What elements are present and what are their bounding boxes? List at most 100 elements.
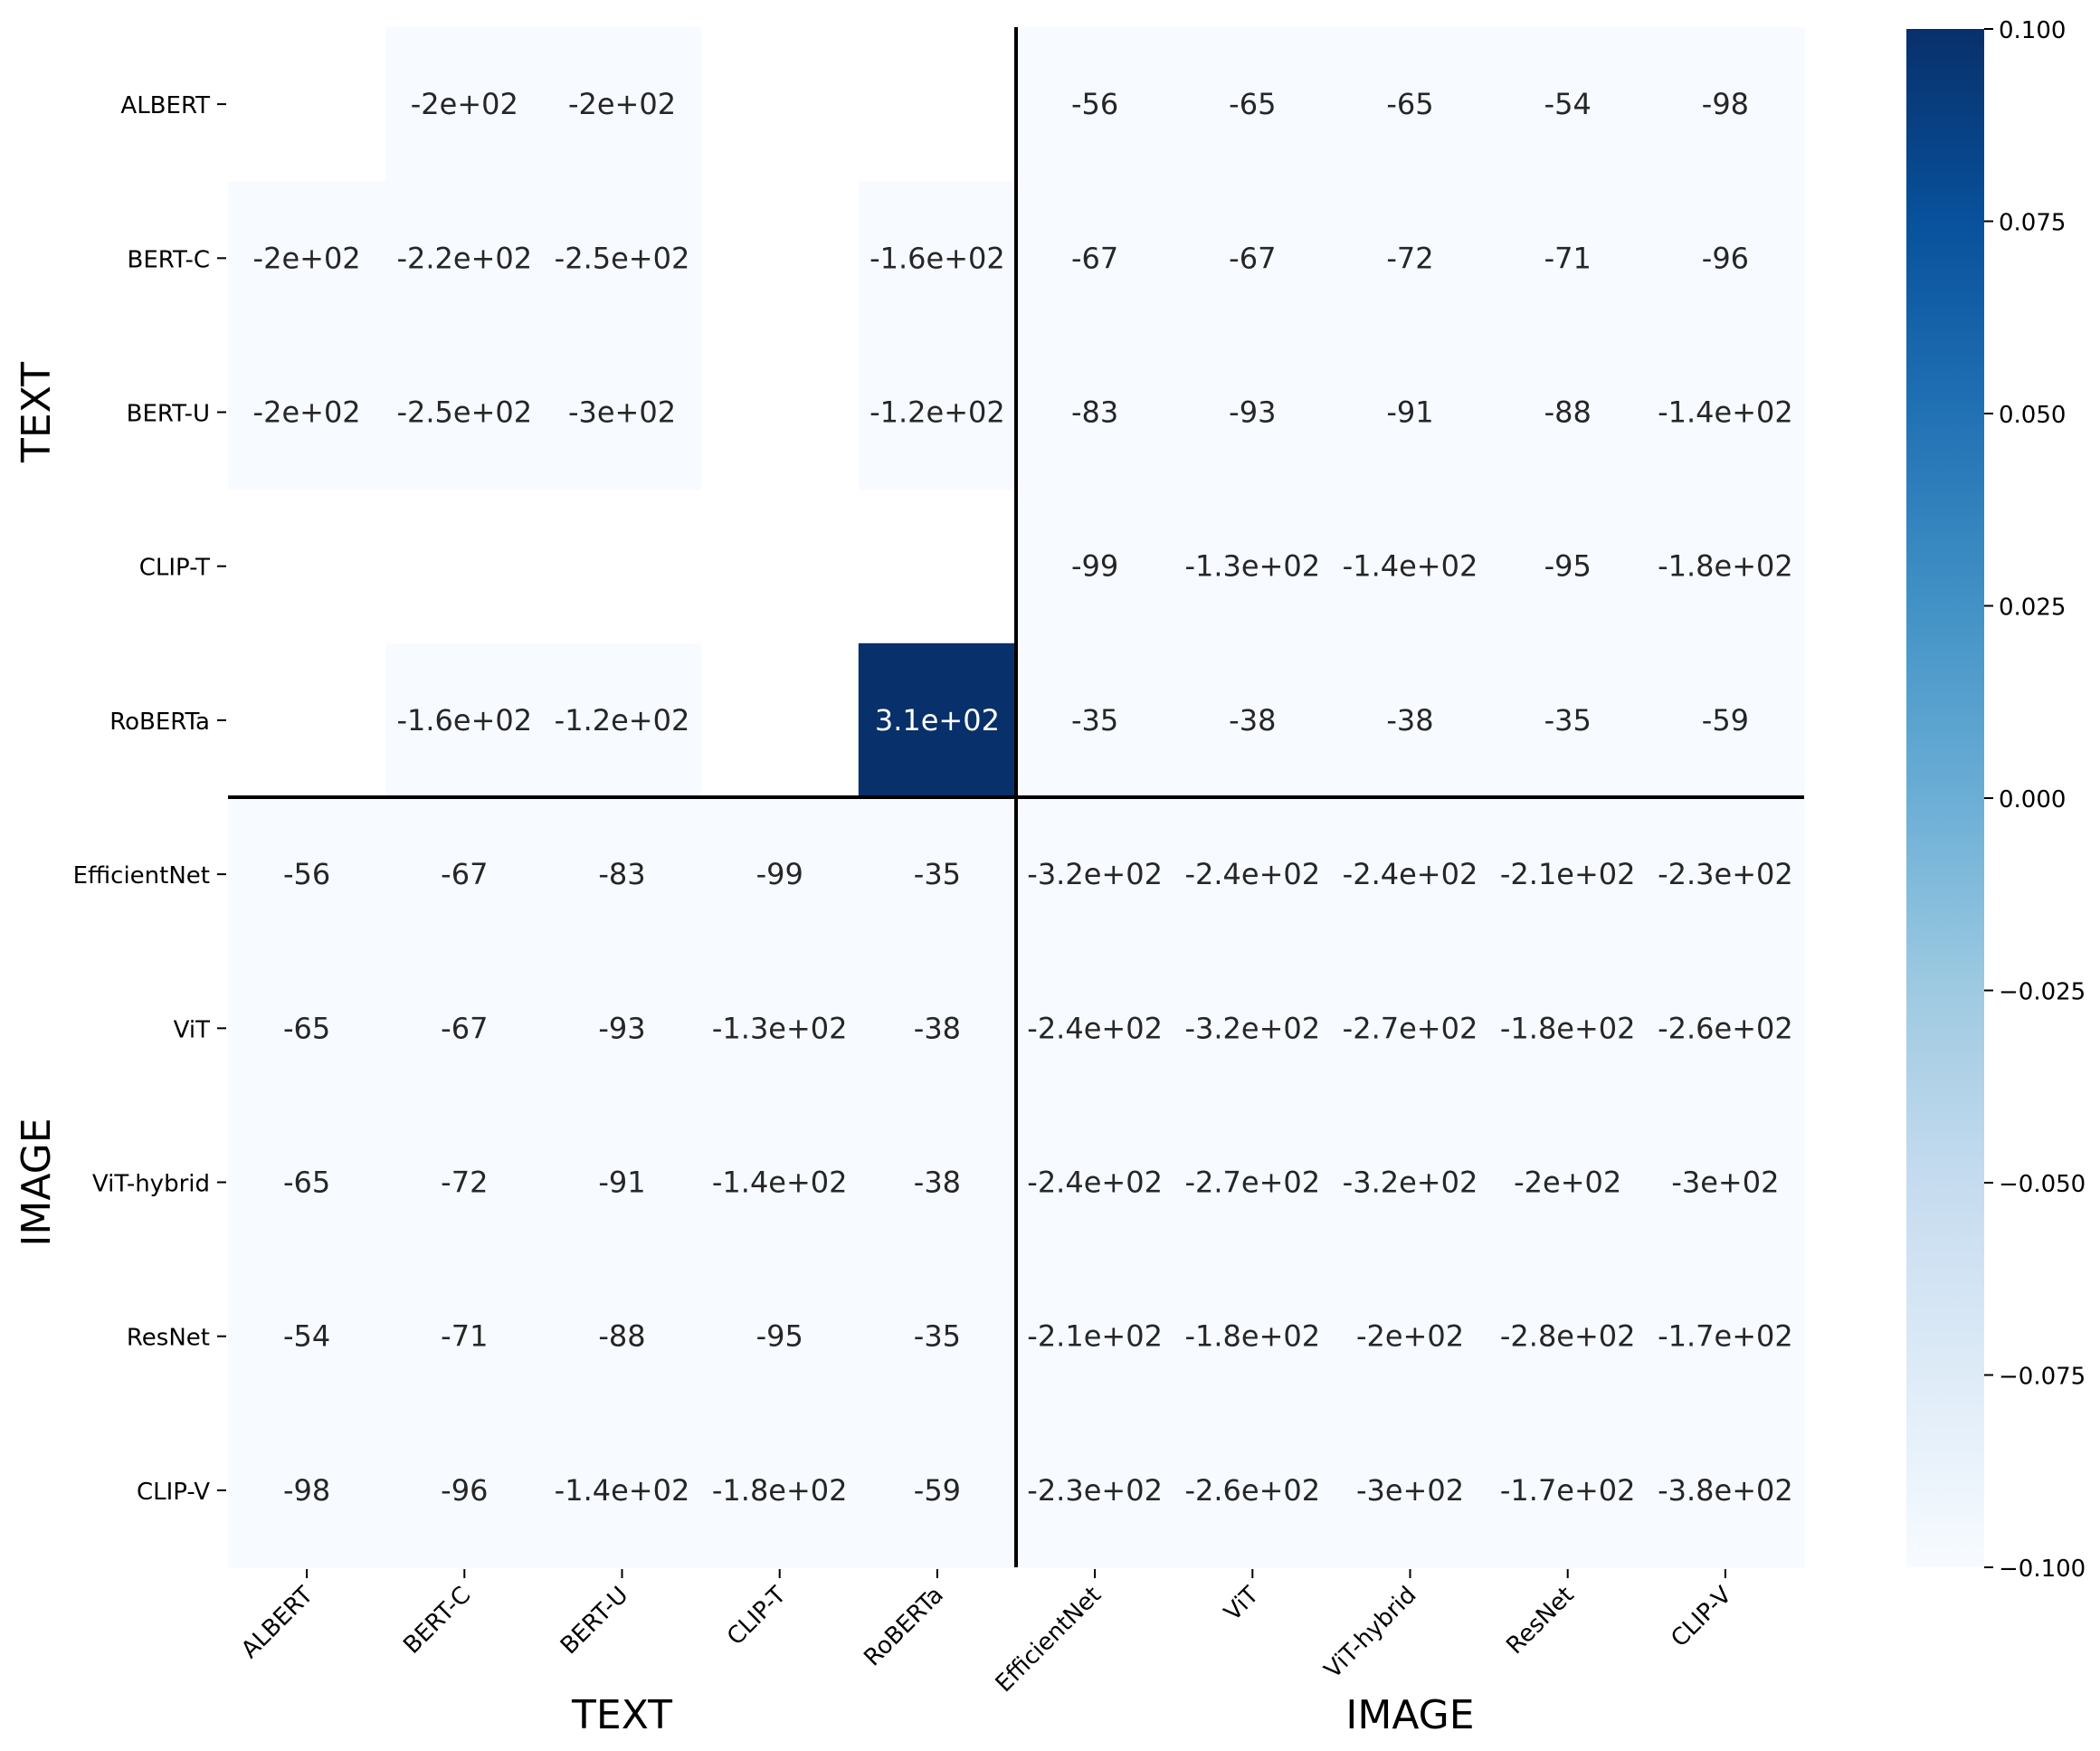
heatmap-cell-2-1 <box>385 335 544 490</box>
cell-annotation: -3e+02 <box>1671 1166 1779 1200</box>
cell-annotation: -71 <box>441 1319 488 1354</box>
row-tick-label: ViT-hybrid <box>92 1171 210 1198</box>
cell-annotation: -2.7e+02 <box>1343 1011 1478 1045</box>
cell-annotation: -65 <box>1386 87 1433 121</box>
cell-annotation: -3e+02 <box>1356 1473 1464 1508</box>
heatmap-cell-8-2 <box>543 1259 702 1414</box>
column-tick-label: RoBERTa <box>859 1582 949 1672</box>
colorbar-tick-label: 0.100 <box>1999 17 2066 44</box>
cell-annotation: -1.8e+02 <box>1184 1319 1320 1354</box>
heatmap-cell-6-7 <box>1331 951 1490 1106</box>
cell-annotation: -3e+02 <box>568 395 676 430</box>
heatmap-cell-6-1 <box>385 951 544 1106</box>
cell-annotation: -38 <box>914 1011 961 1045</box>
cell-annotation: -1.2e+02 <box>555 703 690 738</box>
heatmap-cell-2-8 <box>1488 335 1648 490</box>
heatmap-cell-1-6 <box>1174 181 1332 336</box>
cell-annotation: -72 <box>1386 241 1433 275</box>
heatmap-cell-5-4 <box>858 797 1017 952</box>
heatmap-cell-1-0 <box>228 181 386 336</box>
heatmap-cell-7-5 <box>1016 1105 1174 1261</box>
cell-annotation: -1.3e+02 <box>712 1011 848 1045</box>
cell-annotation: -2.1e+02 <box>1500 857 1636 891</box>
heatmap-cell-7-6 <box>1174 1105 1332 1261</box>
heatmap-cell-8-4 <box>858 1259 1017 1414</box>
heatmap-cell-2-9 <box>1646 335 1805 490</box>
colorbar-tick-label: −0.025 <box>1999 979 2086 1006</box>
cell-annotation: -1.4e+02 <box>1658 395 1793 430</box>
heatmap-cell-8-0 <box>228 1259 386 1414</box>
column-group-label: TEXT <box>571 1692 672 1738</box>
heatmap-cell-9-0 <box>228 1413 386 1568</box>
cell-annotation: -98 <box>1702 87 1749 121</box>
heatmap-cell-5-9 <box>1646 797 1805 952</box>
cell-annotation: -93 <box>598 1011 645 1045</box>
heatmap-cell-6-9 <box>1646 951 1805 1106</box>
heatmap-cell-1-2 <box>543 181 702 336</box>
heatmap-cell-6-4 <box>858 951 1017 1106</box>
heatmap-cell-5-5 <box>1016 797 1174 952</box>
column-tick-label: CLIP-V <box>1666 1582 1737 1653</box>
cell-annotation: -2.8e+02 <box>1500 1319 1636 1354</box>
cell-annotation: -2.7e+02 <box>1184 1166 1320 1200</box>
cell-annotation: -35 <box>1544 703 1592 738</box>
cell-annotation: -99 <box>756 857 803 891</box>
heatmap-cell-1-9 <box>1646 181 1805 336</box>
heatmap-cell-6-6 <box>1174 951 1332 1106</box>
cell-annotation: -59 <box>1702 703 1749 738</box>
heatmap-cell-8-7 <box>1331 1259 1490 1414</box>
cell-annotation: -2.6e+02 <box>1184 1473 1320 1508</box>
colorbar-tick-label: −0.100 <box>1999 1556 2086 1583</box>
heatmap-cell-0-8 <box>1488 27 1648 182</box>
cell-annotation: -54 <box>283 1319 330 1354</box>
cell-annotation: -98 <box>283 1473 330 1508</box>
row-tick-label: ALBERT <box>120 92 210 119</box>
cell-annotation: -2.4e+02 <box>1343 857 1478 891</box>
cell-annotation: -83 <box>598 857 645 891</box>
heatmap-cell-3-8 <box>1488 489 1648 644</box>
heatmap-cell-8-1 <box>385 1259 544 1414</box>
cell-annotation: -38 <box>914 1166 961 1200</box>
heatmap-cell-2-5 <box>1016 335 1174 490</box>
heatmap-cell-4-9 <box>1646 642 1805 798</box>
heatmap-cell-7-0 <box>228 1105 386 1261</box>
cell-annotation: -1.4e+02 <box>555 1473 690 1508</box>
cell-annotation: -1.4e+02 <box>1343 549 1478 584</box>
colorbar-tick-label: 0.000 <box>1999 786 2066 814</box>
heatmap-cell-8-8 <box>1488 1259 1648 1414</box>
heatmap-cell-4-6 <box>1174 642 1332 798</box>
cell-annotation: -1.8e+02 <box>1658 549 1793 584</box>
row-tick-label: EfficientNet <box>73 862 210 890</box>
cell-annotation: -2e+02 <box>411 87 518 121</box>
heatmap-cell-0-6 <box>1174 27 1332 182</box>
cell-annotation: -2.6e+02 <box>1658 1011 1793 1045</box>
cell-annotation: -95 <box>1544 549 1592 584</box>
cell-annotation: -2.4e+02 <box>1184 857 1320 891</box>
heatmap-cell-5-1 <box>385 797 544 952</box>
cell-annotation: -2e+02 <box>253 241 361 275</box>
cell-annotation: -2.3e+02 <box>1027 1473 1163 1508</box>
cell-annotation: -1.8e+02 <box>1500 1011 1636 1045</box>
column-tick-label: BERT-C <box>398 1582 476 1660</box>
heatmap-cell-5-0 <box>228 797 386 952</box>
cell-annotation: -2.1e+02 <box>1027 1319 1163 1354</box>
cell-annotation: -3.2e+02 <box>1184 1011 1320 1045</box>
cell-annotation: -2.5e+02 <box>396 395 532 430</box>
colorbar-tick-label: 0.050 <box>1999 402 2066 429</box>
cell-annotation: -95 <box>756 1319 803 1354</box>
colorbar-tick-label: 0.075 <box>1999 210 2066 237</box>
heatmap-cell-4-1 <box>385 642 544 798</box>
cell-annotation: -35 <box>1071 703 1118 738</box>
heatmap-cell-2-2 <box>543 335 702 490</box>
cell-annotation: -67 <box>441 857 488 891</box>
heatmap-cell-4-2 <box>543 642 702 798</box>
heatmap-cell-2-6 <box>1174 335 1332 490</box>
heatmap-cell-4-7 <box>1331 642 1490 798</box>
colorbar-tick-label: −0.075 <box>1999 1364 2086 1391</box>
cell-annotation: -72 <box>441 1166 488 1200</box>
cell-annotation: -65 <box>283 1166 330 1200</box>
column-tick-label: BERT-U <box>556 1582 634 1661</box>
cell-annotation: -3.2e+02 <box>1343 1166 1478 1200</box>
heatmap-cell-6-8 <box>1488 951 1648 1106</box>
